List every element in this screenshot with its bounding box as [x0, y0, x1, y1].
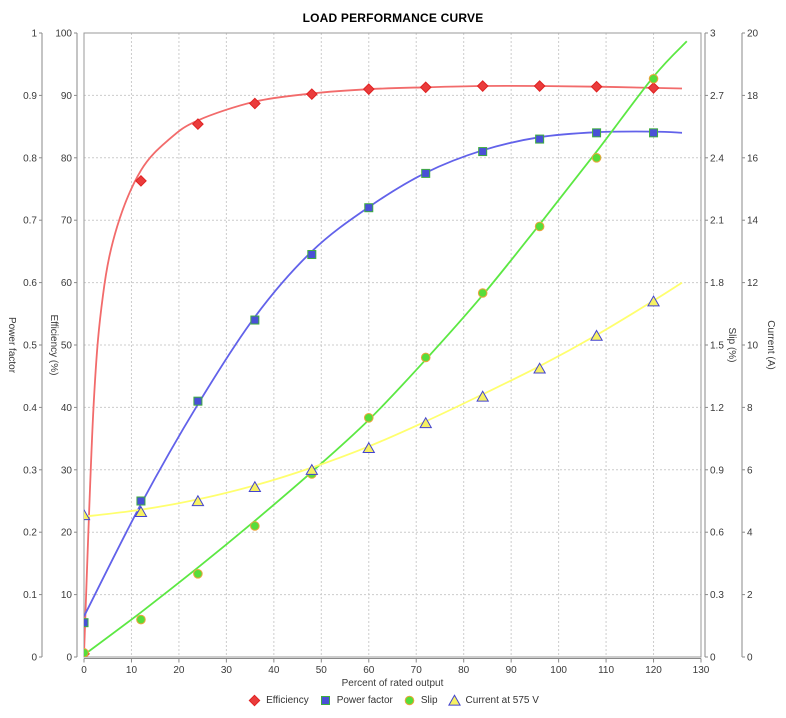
legend-label: Efficiency — [266, 695, 309, 706]
svg-text:60: 60 — [363, 665, 375, 676]
svg-text:1.2: 1.2 — [710, 403, 724, 414]
svg-text:100: 100 — [550, 665, 567, 676]
svg-text:0.5: 0.5 — [23, 341, 37, 352]
svg-text:0.7: 0.7 — [23, 216, 37, 227]
svg-text:10: 10 — [126, 665, 138, 676]
svg-text:0.3: 0.3 — [710, 590, 724, 601]
series-line-current — [84, 281, 683, 518]
svg-text:70: 70 — [411, 665, 423, 676]
chart-title: LOAD PERFORMANCE CURVE — [302, 11, 484, 25]
legend-label: Power factor — [336, 695, 393, 706]
svg-text:1: 1 — [31, 29, 37, 40]
svg-text:50: 50 — [316, 665, 328, 676]
svg-text:2.7: 2.7 — [710, 91, 724, 102]
svg-text:2.4: 2.4 — [710, 153, 724, 164]
svg-text:0: 0 — [66, 653, 72, 664]
svg-text:110: 110 — [598, 665, 614, 676]
svg-text:100: 100 — [55, 29, 72, 40]
svg-text:40: 40 — [268, 665, 280, 676]
svg-text:1.8: 1.8 — [710, 278, 724, 289]
svg-text:20: 20 — [173, 665, 185, 676]
svg-text:6: 6 — [747, 465, 753, 476]
svg-text:0.9: 0.9 — [23, 91, 37, 102]
axis-title-efficiency: Efficiency (%) — [48, 315, 59, 376]
svg-text:50: 50 — [61, 341, 73, 352]
svg-text:20: 20 — [747, 29, 759, 40]
svg-text:80: 80 — [61, 153, 73, 164]
svg-text:0: 0 — [747, 653, 753, 664]
x-axis-title: Percent of rated output — [342, 678, 444, 689]
legend-item-current-at-575-v: Current at 575 V — [447, 693, 539, 708]
square-icon — [320, 696, 330, 705]
svg-text:0.9: 0.9 — [710, 465, 724, 476]
svg-text:12: 12 — [747, 278, 759, 289]
svg-text:60: 60 — [61, 278, 73, 289]
axis-title-power_factor: Power factor — [6, 317, 17, 374]
svg-text:0: 0 — [31, 653, 37, 664]
svg-text:1.5: 1.5 — [710, 341, 724, 352]
svg-text:70: 70 — [61, 216, 73, 227]
series-markers-current — [84, 295, 660, 521]
svg-text:30: 30 — [221, 665, 233, 676]
svg-text:0.2: 0.2 — [23, 528, 37, 539]
svg-text:0.1: 0.1 — [23, 590, 37, 601]
series-line-slip — [84, 40, 688, 656]
series-line-power_factor — [84, 130, 683, 617]
series-line-efficiency — [84, 84, 683, 654]
svg-text:18: 18 — [747, 91, 759, 102]
svg-text:16: 16 — [747, 153, 759, 164]
svg-text:90: 90 — [61, 91, 73, 102]
svg-text:2: 2 — [747, 590, 753, 601]
svg-text:80: 80 — [458, 665, 470, 676]
svg-text:4: 4 — [747, 528, 753, 539]
legend-label: Current at 575 V — [465, 695, 539, 706]
chart-plot-canvas: 0 0.1 0.2 0.3 0.4 0.5 0.6 0.7 0.8 0.9 1 Power facto… — [6, 29, 776, 690]
triangle-icon — [447, 694, 461, 706]
svg-text:14: 14 — [747, 216, 759, 227]
legend-label: Slip — [420, 695, 438, 706]
svg-text:0: 0 — [81, 665, 87, 676]
legend-item-slip: Slip — [402, 693, 438, 708]
axis-title-current: Current (A) — [765, 320, 776, 369]
svg-text:10: 10 — [61, 590, 73, 601]
svg-text:8: 8 — [747, 403, 753, 414]
svg-text:3: 3 — [710, 29, 716, 40]
svg-text:0.4: 0.4 — [23, 403, 37, 414]
chart-legend: Efficiency Power factor Slip Current at 575… — [0, 693, 786, 708]
series-markers-power_factor — [84, 128, 659, 628]
diamond-icon — [248, 694, 261, 707]
svg-text:0.3: 0.3 — [23, 465, 37, 476]
svg-text:0.8: 0.8 — [23, 153, 37, 164]
svg-text:130: 130 — [693, 665, 710, 676]
svg-text:2.1: 2.1 — [710, 216, 724, 227]
circle-icon — [404, 695, 415, 706]
svg-text:20: 20 — [61, 528, 73, 539]
axis-title-slip: Slip (%) — [726, 327, 737, 362]
svg-text:30: 30 — [61, 465, 73, 476]
svg-text:40: 40 — [61, 403, 73, 414]
svg-text:120: 120 — [645, 665, 662, 676]
svg-text:0.6: 0.6 — [23, 278, 37, 289]
svg-text:0: 0 — [710, 653, 716, 664]
svg-text:0.6: 0.6 — [710, 528, 724, 539]
svg-text:10: 10 — [747, 341, 759, 352]
legend-item-power-factor: Power factor — [318, 693, 393, 708]
svg-text:90: 90 — [506, 665, 518, 676]
legend-item-efficiency: Efficiency — [247, 693, 309, 708]
